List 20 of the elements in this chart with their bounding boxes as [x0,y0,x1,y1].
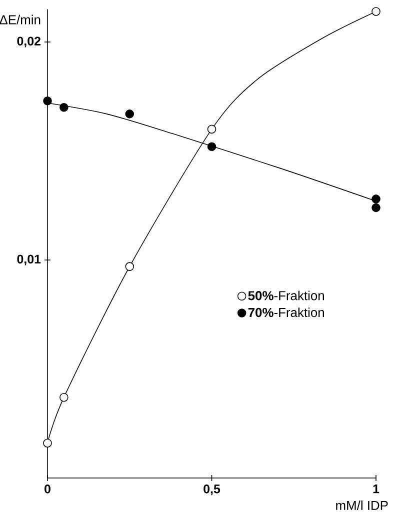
x-tick-label: 0 [44,484,50,494]
point [43,96,52,106]
point [60,392,68,402]
point [207,142,216,152]
point [372,7,380,16]
point [125,262,134,271]
y-tick-label: 0,01 [17,254,41,266]
point [207,124,216,134]
x-tick-label: 0,5 [204,484,220,496]
point [372,203,380,212]
y-tick-label: 0,02 [17,36,40,48]
x-axis-title: mM/l IDP [336,500,388,510]
point [43,438,52,448]
y-axis-title: ΔE/min [0,14,40,24]
point [125,110,134,118]
legend-label: 70%-Fraktion [248,308,324,318]
point [60,102,68,112]
point [372,194,380,204]
x-tick-label: 1 [373,484,380,494]
legend-label: 50%-Fraktion [248,290,324,300]
